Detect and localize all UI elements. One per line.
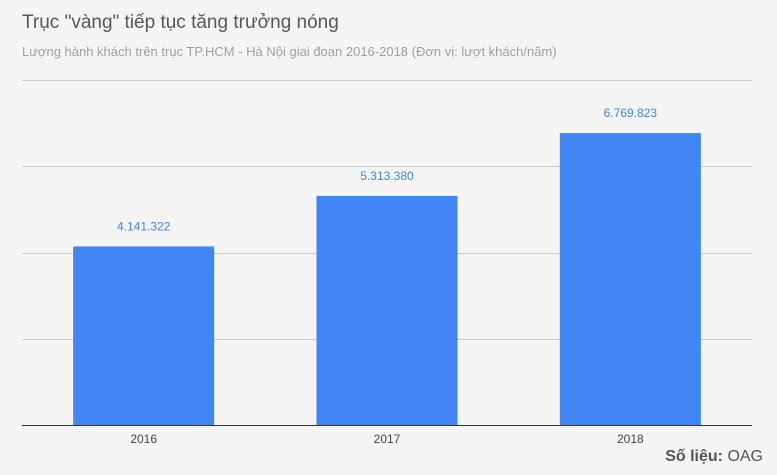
source-label: Số liệu: [665, 448, 723, 465]
x-tick-label-2017: 2017 [374, 432, 401, 446]
source-value: OAG [727, 448, 763, 465]
x-tick-label-2016: 2016 [130, 432, 157, 446]
data-label-2017: 5.313.380 [360, 169, 414, 183]
source-note: Số liệu: OAG [665, 448, 763, 466]
bar-2017 [316, 195, 458, 425]
bar-2016 [73, 246, 215, 425]
data-label-2018: 6.769.823 [604, 106, 658, 120]
data-label-2016: 4.141.322 [117, 219, 171, 233]
chart-subtitle: Lượng hành khách trên trục TP.HCM - Hà N… [22, 44, 557, 59]
x-tick-label-2018: 2018 [617, 432, 644, 446]
chart-title: Trục "vàng" tiếp tục tăng trưởng nóng [22, 12, 339, 33]
bar-2018 [559, 133, 701, 425]
